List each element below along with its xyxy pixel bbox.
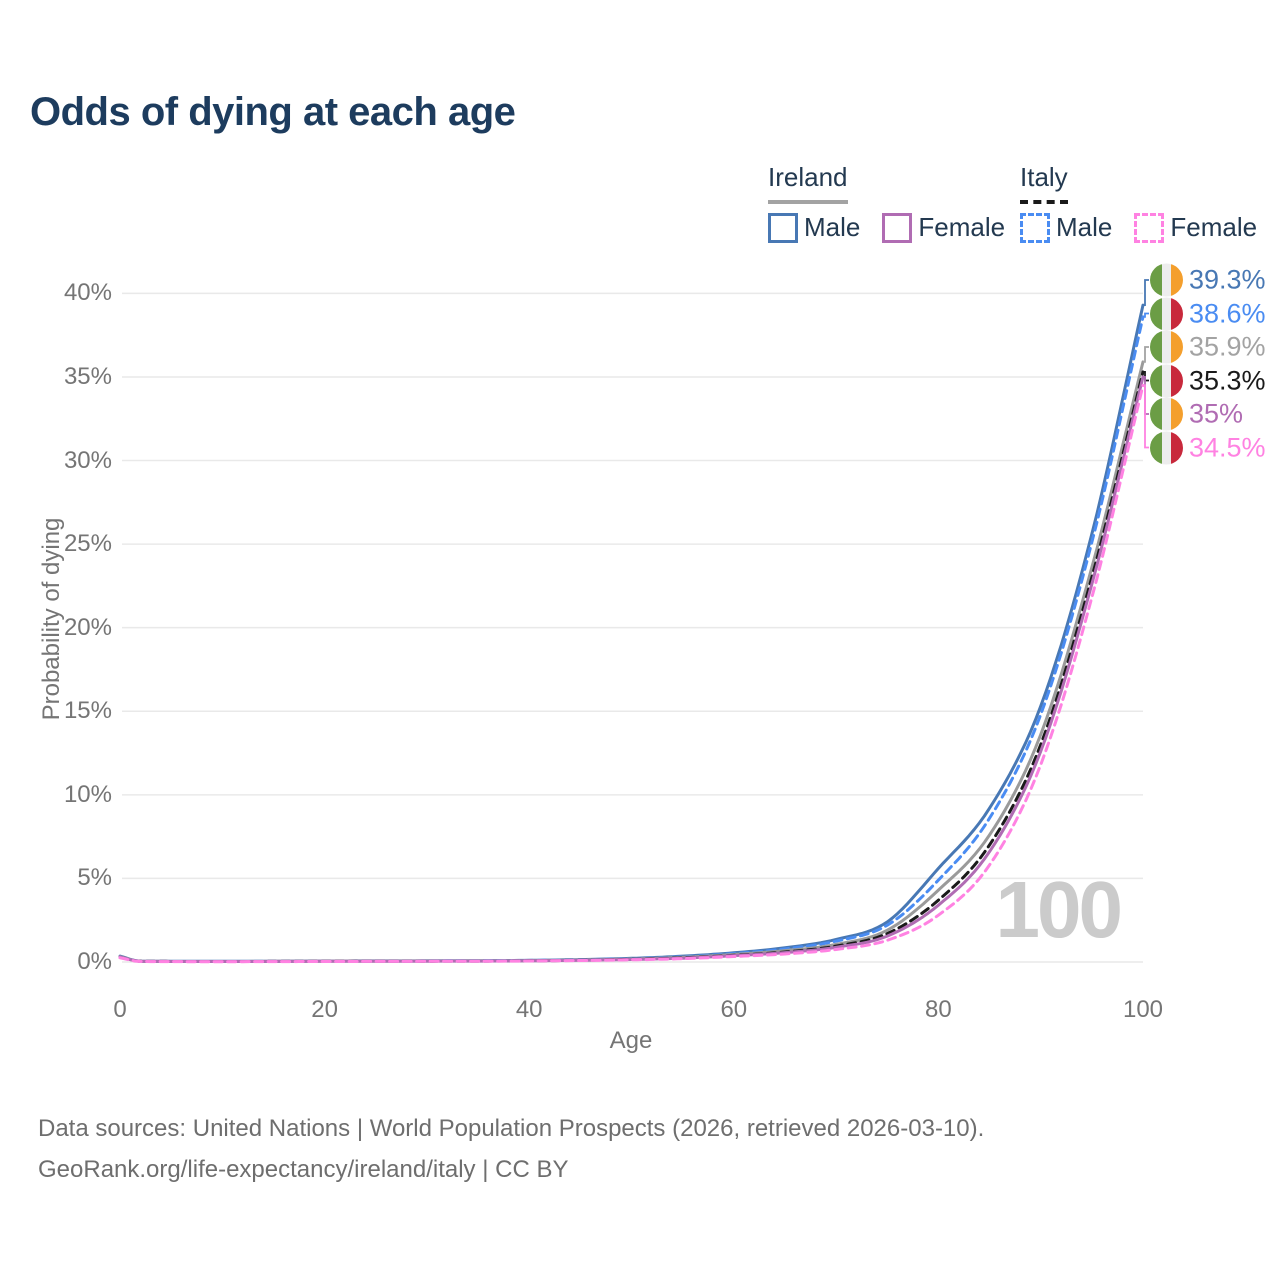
legend-toggle-italy-male[interactable]: Male [1020,212,1112,243]
legend-item-label: Male [804,212,861,242]
footer-attribution: GeoRank.org/life-expectancy/ireland/ital… [38,1156,569,1183]
ireland-flag-icon [1150,330,1183,364]
end-label-value: 35.3% [1189,365,1266,395]
series-line-ireland-male [118,303,1145,963]
end-label-value: 38.6% [1189,298,1266,328]
x-axis-title: Age [609,1027,653,1054]
legend-country-italy[interactable]: Italy [1020,162,1068,204]
end-label-value: 39.3% [1189,264,1266,295]
italy-flag-icon [1150,297,1183,330]
end-label-italy-both: 35.3% [1150,364,1266,397]
footer: Data sources: United Nations | World Pop… [38,1108,984,1190]
page-title: Odds of dying at each age [30,90,516,134]
x-tick-label: 80 [925,996,952,1023]
series-line-italy-female [118,383,1145,964]
y-tick-label: 0% [77,948,112,975]
y-tick-label: 20% [63,613,112,641]
y-tick-label: 5% [77,864,112,892]
end-label-ireland-female: 35% [1150,397,1244,431]
legend-checkbox-icon [1020,212,1050,243]
y-tick-label: 15% [63,697,112,725]
end-label-italy-male: 38.6% [1150,297,1266,330]
italy-flag-icon [1150,364,1183,397]
end-label-connector [1143,384,1149,449]
end-label-connector [1143,346,1149,363]
legend-country-ireland[interactable]: Ireland [768,162,848,204]
legend-item-label: Male [1056,212,1113,242]
footer-data-sources: Data sources: United Nations | World Pop… [38,1115,985,1142]
y-tick-label: 40% [63,279,112,307]
x-tick-label: 20 [311,996,338,1023]
end-label-ireland-both: 35.9% [1150,330,1266,364]
legend-items-row: Male Female [1020,212,1279,243]
y-tick-label: 25% [63,530,112,558]
ireland-flag-icon [1150,263,1183,297]
x-tick-label: 60 [720,996,748,1023]
legend-group-italy: Italy Male Female [1020,162,1279,243]
legend-toggle-italy-female[interactable]: Female [1134,212,1257,243]
age-watermark: 100 [995,865,1123,954]
x-tick-label: 40 [515,996,543,1023]
end-label-value: 34.5% [1189,432,1266,462]
legend-toggle-ireland-female[interactable]: Female [882,212,1005,243]
x-tick-label: 100 [1122,996,1164,1023]
legend-items-row: Male Female [768,212,1027,243]
end-label-connector [1143,279,1149,306]
ireland-flag-icon [1150,397,1183,431]
legend-checkbox-icon [882,212,913,243]
x-tick-label: 0 [113,996,127,1023]
end-label-value: 35% [1189,398,1244,429]
end-label-value: 35.9% [1189,331,1266,362]
y-tick-label: 30% [63,446,112,474]
legend-checkbox-icon [1134,212,1165,243]
legend-item-label: Female [918,212,1006,242]
end-label-connector [1143,376,1149,415]
end-label-connector [1143,312,1149,318]
y-tick-label: 10% [63,780,112,808]
legend-toggle-ireland-male[interactable]: Male [768,212,860,243]
legend-group-ireland: Ireland Male Female [768,162,1027,243]
end-label-ireland-male: 39.3% [1150,263,1266,297]
legend-item-label: Female [1170,212,1258,242]
italy-flag-icon [1150,431,1183,464]
y-tick-label: 35% [63,362,112,390]
end-label-italy-female: 34.5% [1150,431,1266,464]
legend-checkbox-icon [768,212,798,243]
